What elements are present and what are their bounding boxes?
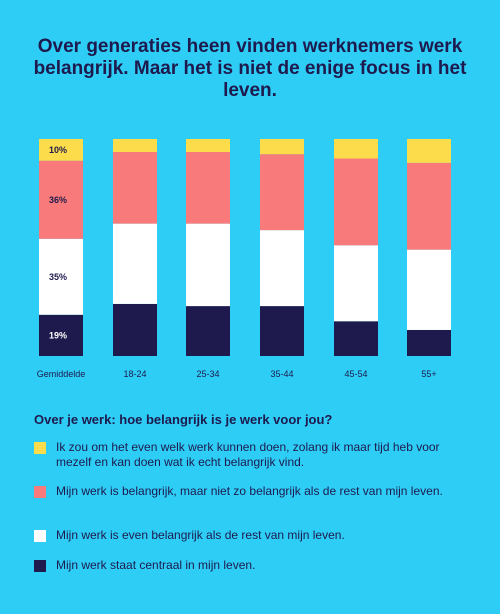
- bar-segment-25-34-s1: [186, 223, 230, 307]
- legend-item-equally-important: Mijn werk is even belangrijk als de rest…: [34, 528, 474, 558]
- chart-title: Over generaties heen vinden werknemers w…: [33, 36, 467, 101]
- bar-segment-18-24-s1: [113, 223, 157, 304]
- bar-segment-55+-s1: [407, 249, 451, 330]
- legend-item-less-important: Mijn werk is belangrijk, maar niet zo be…: [34, 484, 474, 528]
- legend-swatch-navy: [34, 560, 46, 572]
- data-label: 36%: [49, 195, 67, 205]
- legend-item-any-work: Ik zou om het even welk werk kunnen doen…: [34, 440, 474, 484]
- legend: Ik zou om het even welk werk kunnen doen…: [34, 440, 474, 573]
- bar-segment-gemiddelde-s3: [39, 139, 83, 161]
- x-tick-label: Gemiddelde: [37, 369, 86, 379]
- bar-segment-45-54-s2: [334, 158, 378, 246]
- bar-segment-18-24-s3: [113, 139, 157, 153]
- legend-swatch-white: [34, 530, 46, 542]
- data-label: 19%: [49, 330, 67, 340]
- legend-title: Over je werk: hoe belangrijk is je werk …: [34, 412, 333, 427]
- bar-segment-18-24-s0: [113, 303, 157, 356]
- bar-segment-45-54-s0: [334, 321, 378, 356]
- x-tick-label: 35-44: [270, 369, 293, 379]
- x-tick-label: 25-34: [196, 369, 219, 379]
- bar-segment-35-44-s2: [260, 154, 304, 231]
- legend-item-central: Mijn werk staat centraal in mijn leven.: [34, 558, 474, 573]
- legend-label: Mijn werk staat centraal in mijn leven.: [56, 558, 256, 572]
- bar-segment-25-34-s2: [186, 152, 230, 224]
- x-tick-label: 55+: [421, 369, 436, 379]
- x-tick-label: 45-54: [344, 369, 367, 379]
- legend-label: Mijn werk is even belangrijk als de rest…: [56, 528, 345, 542]
- bar-segment-gemiddelde-s0: [39, 314, 83, 356]
- bar-segment-35-44-s3: [260, 139, 304, 155]
- bar-segment-35-44-s0: [260, 306, 304, 356]
- data-label: 35%: [49, 272, 67, 282]
- legend-swatch-yellow: [34, 442, 46, 454]
- bar-segment-45-54-s3: [334, 139, 378, 159]
- bar-segment-45-54-s1: [334, 245, 378, 322]
- bar-segment-18-24-s2: [113, 152, 157, 224]
- bar-segment-35-44-s1: [260, 230, 304, 307]
- x-tick-label: 18-24: [123, 369, 146, 379]
- stacked-bar-chart: 19% 35% 36% 10% Gemiddelde 18-24 25-34 35-44 45-…: [37, 139, 451, 379]
- bar-segment-55+-s2: [407, 162, 451, 250]
- bar-segment-55+-s3: [407, 139, 451, 163]
- legend-label: Mijn werk is belangrijk, maar niet zo be…: [56, 484, 443, 498]
- data-label: 10%: [49, 145, 67, 155]
- bar-segment-25-34-s3: [186, 139, 230, 153]
- bar-segment-25-34-s0: [186, 306, 230, 356]
- legend-label: Ik zou om het even welk werk kunnen doen…: [56, 440, 440, 469]
- bar-segment-gemiddelde-s2: [39, 160, 83, 239]
- bar-segment-gemiddelde-s1: [39, 238, 83, 315]
- legend-swatch-coral: [34, 486, 46, 498]
- bar-segment-55+-s0: [407, 329, 451, 356]
